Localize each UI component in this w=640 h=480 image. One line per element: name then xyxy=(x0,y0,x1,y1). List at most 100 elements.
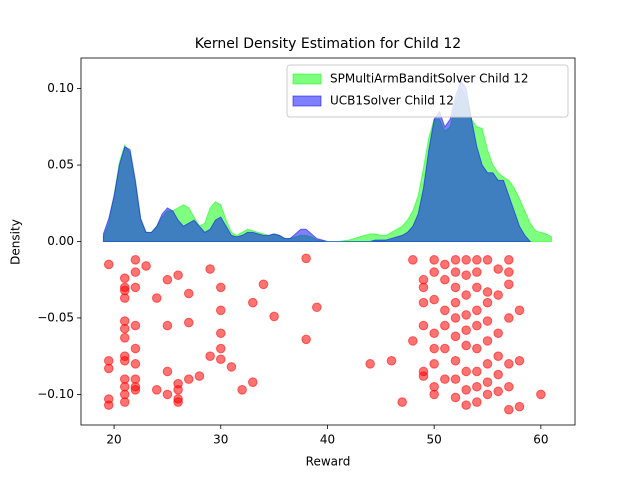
data-point xyxy=(130,255,141,265)
data-point xyxy=(450,255,461,265)
data-point xyxy=(461,255,471,265)
y-tick-label: −0.05 xyxy=(37,310,74,324)
data-point xyxy=(311,302,322,313)
data-point xyxy=(418,297,429,308)
data-point xyxy=(269,311,279,322)
data-point xyxy=(461,385,471,395)
data-point xyxy=(493,328,503,339)
data-point xyxy=(103,363,114,374)
y-tick-label: 0.10 xyxy=(47,81,74,95)
data-point xyxy=(408,336,418,346)
data-point xyxy=(103,259,114,270)
data-point xyxy=(215,328,226,339)
data-point xyxy=(151,293,162,303)
x-tick-label: 30 xyxy=(213,433,228,447)
data-point xyxy=(429,294,439,305)
data-point xyxy=(130,343,141,354)
data-point xyxy=(205,351,215,361)
x-tick-label: 20 xyxy=(106,433,121,447)
data-point xyxy=(482,316,493,326)
data-point xyxy=(215,343,226,354)
data-point xyxy=(472,282,482,293)
data-point xyxy=(429,343,439,354)
data-point xyxy=(461,310,471,320)
data-point xyxy=(173,270,183,280)
y-tick-label: 0.05 xyxy=(47,158,74,172)
data-point xyxy=(440,274,450,285)
y-axis-label: Density xyxy=(9,219,23,265)
data-point xyxy=(301,334,311,345)
data-point xyxy=(504,359,514,369)
data-point xyxy=(440,343,450,354)
y-tick-label: −0.10 xyxy=(37,387,74,401)
data-point xyxy=(450,392,461,403)
data-point xyxy=(418,371,429,381)
data-point xyxy=(215,305,226,316)
data-point xyxy=(141,261,151,271)
data-point xyxy=(183,374,194,384)
data-point xyxy=(450,282,461,293)
data-point xyxy=(183,317,194,328)
data-point xyxy=(162,366,173,377)
data-point xyxy=(440,259,450,270)
data-point xyxy=(472,267,482,277)
data-point xyxy=(130,359,141,369)
data-point xyxy=(440,305,450,316)
data-point xyxy=(440,320,450,331)
data-point xyxy=(119,323,130,334)
data-point xyxy=(472,305,482,316)
plot-area xyxy=(102,79,553,415)
legend-label: UCB1Solver Child 12 xyxy=(330,94,454,108)
data-point xyxy=(504,313,514,323)
data-point xyxy=(162,320,173,331)
x-tick-label: 60 xyxy=(533,433,548,447)
data-point xyxy=(429,328,439,339)
data-point xyxy=(119,273,130,284)
data-point xyxy=(183,288,194,299)
data-point xyxy=(215,282,226,293)
data-point xyxy=(482,359,493,369)
data-point xyxy=(493,369,503,380)
data-point xyxy=(514,355,525,366)
data-point xyxy=(440,374,450,384)
data-point xyxy=(504,255,514,265)
data-point xyxy=(450,297,461,308)
data-point xyxy=(119,397,130,407)
data-point xyxy=(162,274,173,285)
data-point xyxy=(130,385,141,395)
data-point xyxy=(514,401,525,412)
data-point xyxy=(461,270,471,280)
data-point xyxy=(461,290,471,300)
data-point xyxy=(429,255,439,265)
data-point xyxy=(226,362,237,372)
data-point xyxy=(461,340,471,351)
data-point xyxy=(504,279,514,290)
x-tick-label: 40 xyxy=(320,433,335,447)
data-point xyxy=(103,400,114,410)
data-point xyxy=(493,264,503,274)
x-tick-label: 50 xyxy=(427,433,442,447)
data-point xyxy=(429,359,439,369)
data-point xyxy=(162,389,173,400)
data-point xyxy=(450,313,461,323)
data-point xyxy=(408,255,418,265)
data-point xyxy=(504,404,514,415)
data-point xyxy=(119,355,130,366)
data-point xyxy=(450,331,461,342)
data-point xyxy=(493,290,503,300)
legend-box xyxy=(286,64,569,118)
data-point xyxy=(205,264,215,274)
data-point xyxy=(450,374,461,384)
data-point xyxy=(365,359,375,369)
data-point xyxy=(418,320,429,331)
data-point xyxy=(215,354,226,365)
y-tick-label: 0.00 xyxy=(47,234,74,248)
data-point xyxy=(482,389,493,400)
data-point xyxy=(536,389,546,400)
legend-label: SPMultiArmBanditSolver Child 12 xyxy=(330,72,529,86)
legend-swatch xyxy=(292,73,322,85)
data-point xyxy=(130,267,141,277)
data-point xyxy=(482,297,493,308)
data-point xyxy=(247,377,258,387)
data-point xyxy=(130,282,141,293)
